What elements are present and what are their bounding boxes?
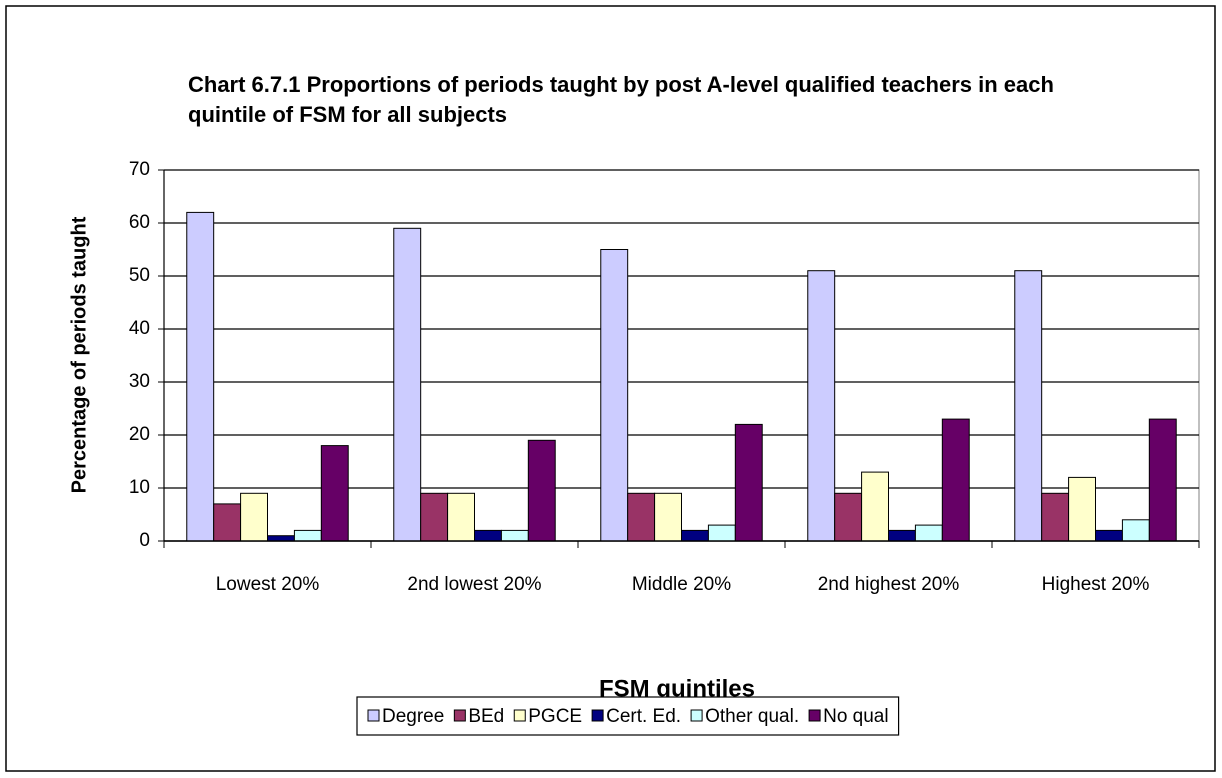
- x-tick-label: 2nd highest 20%: [818, 574, 960, 595]
- bar: [1014, 270, 1043, 542]
- bar: [240, 492, 268, 542]
- plot-area: [163, 169, 1200, 542]
- bar: [393, 227, 422, 542]
- bar: [888, 529, 916, 542]
- legend-label: Cert. Ed.: [606, 706, 681, 727]
- legend-swatch: [513, 709, 526, 722]
- bar: [1041, 492, 1070, 542]
- x-tick-label: Lowest 20%: [216, 574, 320, 595]
- bar: [1148, 418, 1177, 542]
- bar: [914, 524, 943, 542]
- legend-label: Degree: [382, 706, 444, 727]
- bar: [213, 503, 242, 542]
- bar: [527, 439, 556, 542]
- legend-label: No qual: [823, 706, 889, 727]
- bar: [654, 492, 683, 542]
- legend-box: [356, 696, 900, 736]
- legend-swatch: [591, 709, 604, 722]
- x-tick-label: 2nd lowest 20%: [407, 574, 541, 595]
- y-tick-label: 60: [129, 212, 150, 233]
- y-axis-label: Percentage of periods taught: [68, 216, 90, 493]
- legend-swatch: [453, 709, 466, 722]
- bar: [807, 270, 836, 542]
- y-tick-label: 30: [129, 371, 150, 392]
- bar: [474, 529, 502, 542]
- bar: [186, 211, 215, 542]
- legend-swatch: [367, 709, 380, 722]
- bar: [734, 423, 763, 542]
- bar: [681, 529, 709, 542]
- bar: [500, 529, 529, 542]
- bar: [293, 529, 322, 542]
- y-tick-label: 20: [129, 424, 150, 445]
- bar: [707, 524, 736, 542]
- y-tick-label: 70: [129, 159, 150, 180]
- bar: [1095, 529, 1123, 542]
- bar: [861, 471, 890, 542]
- bar: [420, 492, 449, 542]
- legend-label: BEd: [468, 706, 504, 727]
- x-tick-label: Middle 20%: [632, 574, 731, 595]
- bar: [267, 535, 295, 542]
- bar: [834, 492, 863, 542]
- bar: [1121, 519, 1150, 542]
- bar: [941, 418, 970, 542]
- bar: [1068, 476, 1096, 542]
- y-tick-label: 0: [139, 530, 150, 551]
- bar: [627, 492, 656, 542]
- y-tick-label: 50: [129, 265, 150, 286]
- y-tick-label: 10: [129, 477, 150, 498]
- legend-label: PGCE: [528, 706, 582, 727]
- legend-label: Other qual.: [705, 706, 799, 727]
- bar: [600, 249, 629, 542]
- legend-swatch: [690, 709, 703, 722]
- bar: [320, 445, 349, 542]
- bar: [447, 492, 475, 542]
- x-tick-label: Highest 20%: [1042, 574, 1150, 595]
- legend-swatch: [808, 709, 821, 722]
- y-tick-label: 40: [129, 318, 150, 339]
- chart-title: Chart 6.7.1 Proportions of periods taugh…: [188, 72, 1054, 127]
